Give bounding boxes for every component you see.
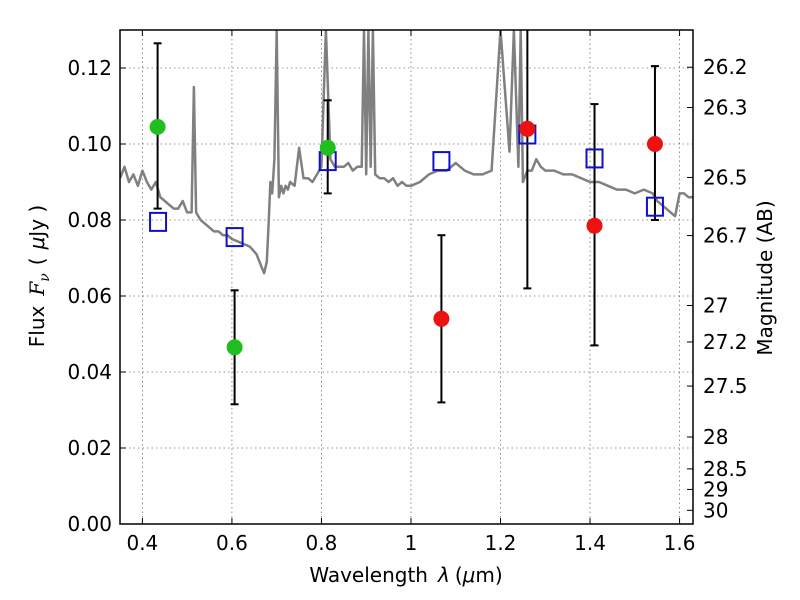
magnitude-axis-label: Magnitude (AB) bbox=[753, 200, 777, 355]
model-spectrum bbox=[120, 30, 693, 275]
data-point bbox=[149, 118, 166, 135]
y-tick-label: 0.00 bbox=[67, 512, 112, 536]
magnitude-tick-label: 26.7 bbox=[703, 224, 748, 248]
data-point bbox=[646, 136, 663, 152]
magnitude-tick-label: 27.5 bbox=[703, 374, 748, 398]
y-axis-label: FluxFν(μJy ) bbox=[25, 205, 53, 347]
y-tick-label: 0.12 bbox=[67, 56, 112, 80]
magnitude-tick-label: 26.2 bbox=[703, 55, 748, 79]
magnitude-tick-label: 28.5 bbox=[703, 457, 748, 481]
spectrum-line bbox=[120, 30, 693, 275]
magnitude-tick-label: 27 bbox=[703, 294, 728, 318]
y-tick-label: 0.02 bbox=[67, 436, 112, 460]
y-tick-label: 0.10 bbox=[67, 132, 112, 156]
data-point bbox=[519, 120, 536, 137]
magnitude-tick-label: 26.5 bbox=[703, 165, 748, 189]
model-point-square bbox=[645, 196, 664, 217]
data-point bbox=[586, 217, 603, 234]
magnitude-tick-label: 29 bbox=[703, 477, 728, 501]
magnitude-tick-label: 26.3 bbox=[703, 96, 748, 120]
magnitude-tick-label: 27.2 bbox=[703, 330, 748, 354]
x-tick-label: 1.6 bbox=[664, 531, 696, 555]
model-point-square bbox=[432, 151, 451, 172]
y-tick-label: 0.04 bbox=[67, 360, 112, 384]
x-axis-ticks: 0.4 0.6 0.8 1 1.2 1.4 1.6 bbox=[126, 30, 695, 555]
x-tick-label: 1 bbox=[405, 531, 418, 555]
x-tick-label: 0.6 bbox=[216, 531, 248, 555]
y-tick-label: 0.06 bbox=[67, 284, 112, 308]
x-tick-label: 0.8 bbox=[306, 531, 338, 555]
magnitude-tick-label: 30 bbox=[703, 498, 728, 522]
model-point-square bbox=[585, 148, 604, 169]
data-point bbox=[433, 310, 450, 327]
y-tick-label: 0.08 bbox=[67, 208, 112, 232]
y-axis-ticks: 0.00 0.02 0.04 0.06 0.08 0.10 0.12 bbox=[67, 56, 126, 536]
model-point-square bbox=[149, 211, 168, 232]
data-point bbox=[226, 339, 243, 356]
x-tick-label: 0.4 bbox=[126, 531, 158, 555]
magnitude-tick-label: 28 bbox=[703, 425, 728, 449]
x-tick-label: 1.2 bbox=[485, 531, 517, 555]
plot-area bbox=[120, 30, 693, 406]
x-axis-label: Wavelength λ (μm) bbox=[309, 563, 502, 587]
plot-frame bbox=[119, 29, 694, 525]
x-tick-label: 1.4 bbox=[574, 531, 606, 555]
data-point bbox=[319, 139, 336, 156]
data-markers bbox=[149, 118, 664, 356]
grid-lines bbox=[120, 30, 693, 525]
model-point-square bbox=[225, 227, 244, 248]
